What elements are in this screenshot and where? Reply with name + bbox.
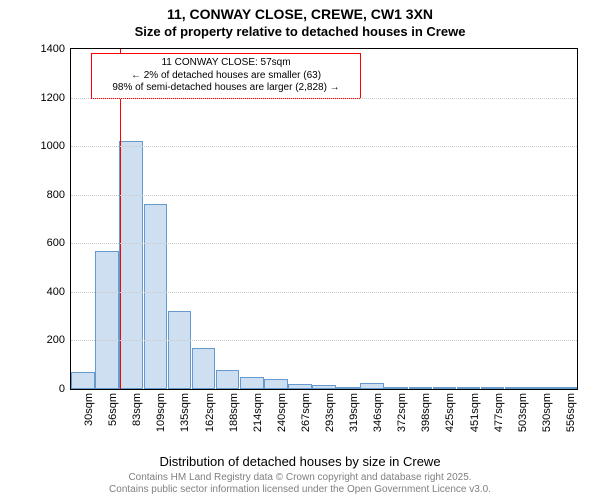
callout-line: 11 CONWAY CLOSE: 57sqm — [98, 57, 354, 70]
plot-area: 11 CONWAY CLOSE: 57sqm← 2% of detached h… — [70, 48, 578, 390]
callout-box: 11 CONWAY CLOSE: 57sqm← 2% of detached h… — [91, 53, 361, 99]
xtick-label: 135sqm — [179, 393, 191, 432]
bars-container — [71, 49, 577, 389]
xtick-label: 398sqm — [420, 393, 432, 432]
xtick-label: 451sqm — [469, 393, 481, 432]
ytick-label: 800 — [47, 189, 65, 201]
histogram-bar — [433, 387, 457, 389]
xtick-label: 30sqm — [83, 393, 95, 426]
xtick-label: 214sqm — [252, 393, 264, 432]
callout-line: 98% of semi-detached houses are larger (… — [98, 82, 354, 95]
ytick-label: 1200 — [41, 92, 65, 104]
histogram-bar — [529, 387, 553, 389]
histogram-bar — [264, 379, 288, 389]
xtick-label: 346sqm — [372, 393, 384, 432]
ytick-label: 1000 — [41, 140, 65, 152]
xtick-label: 372sqm — [396, 393, 408, 432]
histogram-bar — [288, 384, 312, 389]
histogram-bar — [312, 385, 336, 389]
property-marker-line — [120, 49, 121, 389]
ytick-label: 200 — [47, 334, 65, 346]
histogram-bar — [360, 383, 384, 389]
gridline — [71, 195, 577, 196]
histogram-bar — [192, 348, 216, 389]
ytick-label: 1400 — [41, 43, 65, 55]
gridline — [71, 243, 577, 244]
x-axis-label: Distribution of detached houses by size … — [0, 454, 600, 469]
xtick-label: 267sqm — [300, 393, 312, 432]
gridline — [71, 146, 577, 147]
xtick-label: 530sqm — [541, 393, 553, 432]
xtick-label: 319sqm — [348, 393, 360, 432]
histogram-bar — [505, 387, 529, 389]
xtick-label: 477sqm — [493, 393, 505, 432]
ytick-label: 0 — [59, 383, 65, 395]
histogram-bar — [216, 370, 240, 389]
gridline — [71, 98, 577, 99]
xtick-label: 56sqm — [107, 393, 119, 426]
xtick-label: 425sqm — [444, 393, 456, 432]
histogram-bar — [384, 387, 408, 389]
histogram-bar — [481, 387, 505, 389]
histogram-bar — [119, 141, 143, 389]
xtick-label: 240sqm — [276, 393, 288, 432]
histogram-bar — [168, 311, 192, 389]
histogram-bar — [95, 251, 119, 389]
ytick-label: 400 — [47, 286, 65, 298]
histogram-bar — [553, 387, 577, 389]
callout-line: ← 2% of detached houses are smaller (63) — [98, 70, 354, 83]
footer-attribution: Contains HM Land Registry data © Crown c… — [0, 472, 600, 496]
histogram-bar — [336, 387, 360, 389]
histogram-bar — [457, 387, 481, 389]
histogram-bar — [409, 387, 433, 389]
xtick-label: 503sqm — [517, 393, 529, 432]
xtick-label: 162sqm — [204, 393, 216, 432]
histogram-chart: 11, CONWAY CLOSE, CREWE, CW1 3XN Size of… — [0, 0, 600, 500]
histogram-bar — [240, 377, 264, 389]
xtick-label: 109sqm — [155, 393, 167, 432]
chart-subtitle: Size of property relative to detached ho… — [0, 24, 600, 39]
histogram-bar — [144, 204, 168, 389]
ytick-label: 600 — [47, 237, 65, 249]
chart-title: 11, CONWAY CLOSE, CREWE, CW1 3XN — [0, 6, 600, 22]
xtick-label: 556sqm — [565, 393, 577, 432]
gridline — [71, 292, 577, 293]
xtick-label: 83sqm — [131, 393, 143, 426]
footer-line-2: Contains public sector information licen… — [0, 484, 600, 496]
footer-line-1: Contains HM Land Registry data © Crown c… — [0, 472, 600, 484]
xtick-label: 293sqm — [324, 393, 336, 432]
gridline — [71, 340, 577, 341]
xtick-label: 188sqm — [228, 393, 240, 432]
histogram-bar — [71, 372, 95, 389]
